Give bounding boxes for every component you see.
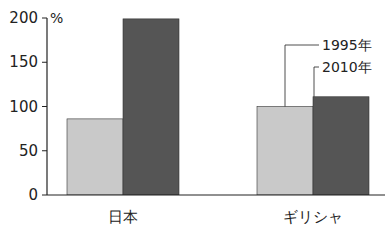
y-axis-label: % — [50, 10, 63, 26]
y-tick-label: 200 — [9, 9, 38, 27]
y-tick — [42, 195, 47, 196]
y-tick — [42, 18, 47, 19]
bar — [313, 97, 369, 195]
chart-container: 0 50 100 150 200% 日本 ギリシャ 1995年 2010年 — [0, 0, 390, 235]
legend-leader — [285, 45, 319, 107]
y-tick-label: 50 — [19, 142, 38, 160]
bar — [123, 19, 179, 195]
y-tick — [42, 150, 47, 151]
y-tick — [42, 106, 47, 107]
y-tick-label: 100 — [9, 98, 38, 116]
y-tick-label: 150 — [9, 53, 38, 71]
x-axis-line — [47, 194, 385, 195]
y-tick — [42, 62, 47, 63]
legend-leader — [314, 67, 319, 97]
legend-label: 1995年 — [322, 37, 372, 53]
x-tick-label: 日本 — [108, 208, 138, 226]
legend-label: 2010年 — [322, 59, 372, 75]
bar — [67, 119, 123, 195]
y-tick-label: 0 — [28, 186, 38, 204]
bar — [257, 107, 313, 196]
x-tick-label: ギリシャ — [283, 208, 343, 226]
chart-svg: 0 50 100 150 200% 日本 ギリシャ 1995年 2010年 — [0, 0, 390, 235]
